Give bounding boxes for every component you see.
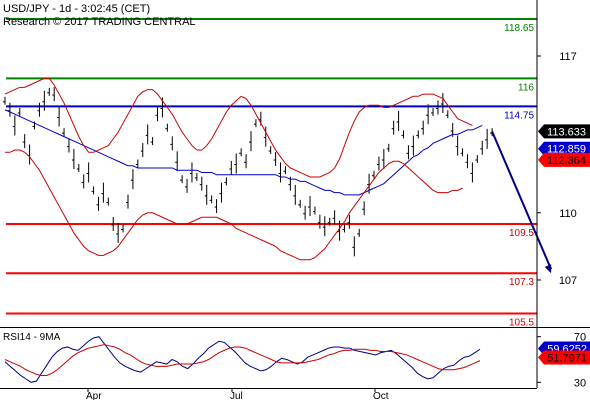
x-tick-label: Apr — [86, 391, 102, 400]
y-tick-label: 107 — [559, 275, 577, 287]
rsi-badge — [538, 350, 590, 365]
price-badge — [538, 141, 590, 156]
upper-band-line — [4, 77, 473, 178]
rsi-title: RSI14 - 9MA — [3, 332, 61, 343]
level-label: 105.5 — [509, 318, 534, 329]
x-tick-label: Oct — [373, 391, 389, 400]
forecast-arrow-head — [544, 264, 552, 274]
rsi-y-tick-label: 70 — [574, 332, 586, 344]
y-tick-label: 117 — [559, 51, 577, 63]
lower-band-line — [5, 149, 463, 261]
price-badge-label: 112.859 — [547, 144, 586, 156]
rsi-series — [4, 336, 481, 383]
y-tick-label: 110 — [559, 208, 577, 220]
x-tick-label: Jul — [230, 391, 243, 400]
rsi-y-tick-label: 30 — [574, 377, 586, 389]
level-label: 107.3 — [509, 277, 534, 288]
level-label: 116 — [518, 82, 534, 93]
main-levels: 118.65 116 114.75 109.5 107.3 105.5 — [6, 18, 537, 329]
price-badge-label: 113.633 — [547, 126, 586, 138]
level-label: 109.5 — [509, 228, 534, 239]
rsi-ma-line — [4, 344, 481, 376]
rsi-badge-label: 51.7971 — [547, 352, 587, 364]
main-series — [3, 77, 493, 261]
main-y-ticks: 117 110 107 — [537, 51, 577, 287]
rsi-y-ticks: 70 30 — [537, 332, 586, 389]
chart-title: USD/JPY - 1d - 3:02:45 (CET) — [3, 3, 150, 15]
main-forecast — [491, 131, 553, 274]
main-panel: 118.65 116 114.75 109.5 107.3 105.5 — [0, 0, 553, 329]
price-badge — [538, 124, 590, 139]
chart-subtitle: Research © 2017 TRADING CENTRAL — [3, 16, 196, 28]
price-badge-label: 112.364 — [547, 155, 586, 167]
rsi-panel — [4, 336, 481, 383]
level-label: 118.65 — [504, 23, 534, 34]
main-plot-area — [0, 0, 537, 327]
forecast-arrow-line — [491, 131, 553, 270]
rsi-line — [4, 336, 481, 383]
x-ticks: Apr Jul Oct — [86, 388, 389, 400]
level-label: 114.75 — [504, 110, 534, 121]
price-badge — [538, 152, 590, 167]
